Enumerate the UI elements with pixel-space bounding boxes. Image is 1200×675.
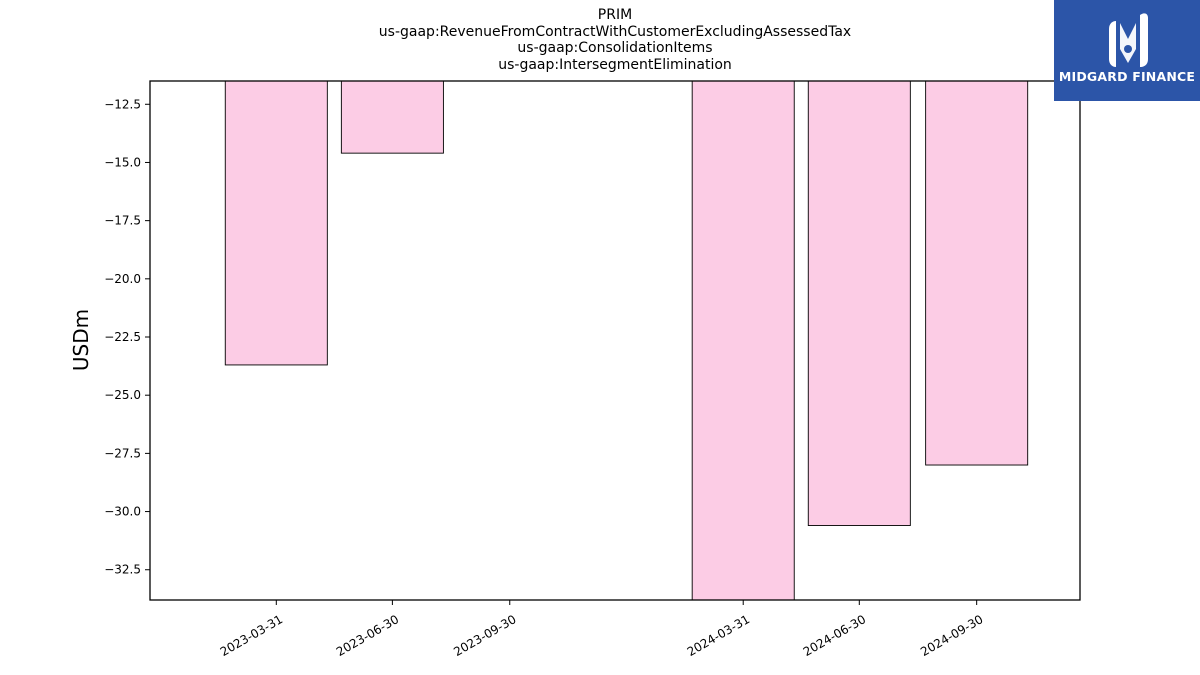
brand-logo: MIDGARD FINANCE bbox=[1054, 0, 1200, 101]
x-tick-label: 2024-09-30 bbox=[918, 612, 985, 659]
y-tick-label: −27.5 bbox=[104, 446, 141, 460]
x-tick-label: 2024-06-30 bbox=[801, 612, 868, 659]
midgard-logo-icon bbox=[1109, 13, 1148, 67]
title-member: us-gaap:IntersegmentElimination bbox=[498, 56, 732, 73]
title-ticker: PRIM bbox=[597, 7, 633, 23]
y-tick-label: −15.0 bbox=[104, 155, 141, 169]
bar-2023-03-31 bbox=[224, 81, 328, 366]
plot-frame bbox=[149, 80, 1081, 601]
bar-2024-03-31 bbox=[691, 81, 795, 600]
logo-text: MIDGARD FINANCE bbox=[1058, 69, 1196, 84]
bars bbox=[224, 81, 1029, 600]
title-axis: us-gaap:ConsolidationItems bbox=[517, 40, 713, 56]
x-tick-label: 2023-06-30 bbox=[334, 612, 401, 659]
x-tick-label: 2023-09-30 bbox=[451, 612, 518, 659]
y-tick-label: −30.0 bbox=[104, 505, 141, 519]
y-tick-label: −32.5 bbox=[104, 563, 141, 577]
chart-title: PRIM us-gaap:RevenueFromContractWithCust… bbox=[150, 7, 1080, 73]
y-tick-label: −20.0 bbox=[104, 272, 141, 286]
x-tick-label: 2023-03-31 bbox=[218, 612, 285, 659]
y-axis-ticks: −12.5 −15.0 −17.5 −20.0 −22.5 −25.0 −27.5 −30.0… bbox=[104, 97, 150, 577]
bar-2024-09-30 bbox=[925, 81, 1029, 466]
title-concept: us-gaap:RevenueFromContractWithCustomerE… bbox=[378, 23, 852, 40]
y-tick-label: −17.5 bbox=[104, 214, 141, 228]
y-tick-label: −22.5 bbox=[104, 330, 141, 344]
y-tick-label: −25.0 bbox=[104, 388, 141, 402]
bar-2024-06-30 bbox=[807, 81, 911, 526]
y-tick-label: −12.5 bbox=[104, 97, 141, 111]
x-axis-ticks: 2023-03-31 2023-06-30 2023-09-30 2024-03-31… bbox=[218, 600, 986, 659]
bar-2023-06-30 bbox=[340, 81, 444, 154]
x-tick-label: 2024-03-31 bbox=[685, 612, 752, 659]
y-axis-label: USDm bbox=[69, 309, 93, 371]
